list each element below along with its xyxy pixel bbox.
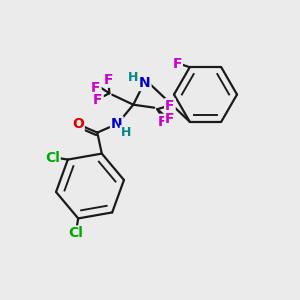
Text: F: F (172, 57, 182, 70)
Text: N: N (139, 76, 151, 90)
Text: Cl: Cl (68, 226, 82, 240)
Text: F: F (93, 93, 103, 107)
Text: H: H (128, 71, 139, 84)
Text: Cl: Cl (45, 151, 60, 165)
Text: N: N (111, 117, 123, 131)
Text: F: F (104, 73, 113, 87)
Text: F: F (91, 81, 100, 95)
Text: F: F (165, 99, 175, 113)
Text: F: F (165, 112, 175, 126)
Text: H: H (121, 126, 131, 139)
Text: O: O (72, 117, 84, 131)
Text: F: F (158, 115, 167, 129)
